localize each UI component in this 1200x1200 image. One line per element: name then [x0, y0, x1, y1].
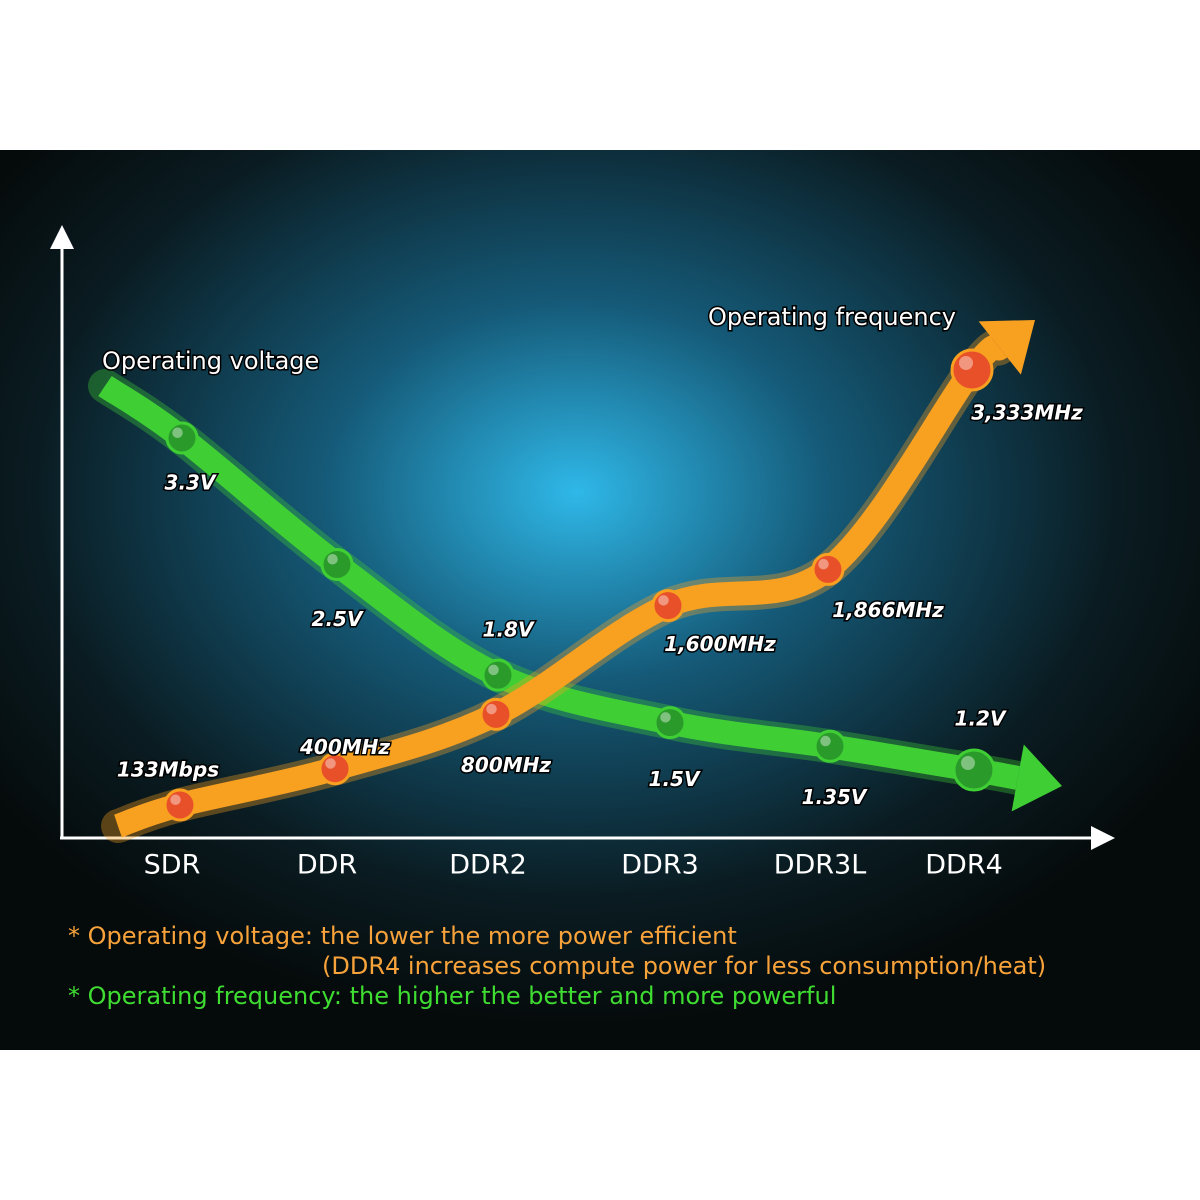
x-tick-label: DDR2 [449, 850, 527, 881]
point [320, 547, 354, 581]
point-shine [488, 664, 499, 676]
series-name: Operating voltage [102, 347, 319, 375]
point [479, 697, 513, 731]
data-label: 800MHz [461, 753, 551, 777]
point-shine [818, 558, 829, 570]
data-label: 3.3V [165, 471, 217, 495]
x-tick-label: DDR [297, 850, 357, 881]
x-tick-label: DDR3L [774, 850, 867, 881]
point-shine [325, 758, 336, 769]
series-name: Operating frequency [708, 303, 956, 331]
point [318, 752, 352, 786]
point [950, 348, 994, 392]
point [651, 589, 685, 623]
point [813, 729, 847, 763]
point-shine [658, 595, 669, 606]
data-label: 1.2V [955, 707, 1007, 731]
point [952, 748, 996, 792]
data-label: 1.8V [483, 618, 535, 642]
arrow-head [1011, 744, 1062, 812]
background [0, 150, 1200, 1050]
point-shine [959, 356, 973, 370]
line [113, 334, 1011, 838]
x-tick-label: DDR3 [621, 850, 699, 881]
data-label: 1,866MHz [832, 598, 944, 622]
series-1: 133Mbps 400MHz 800MHz 1,600MHz 1,866MHz 3,333… [101, 320, 1085, 843]
data-label: 400MHz [299, 735, 390, 759]
point [165, 421, 199, 455]
point [811, 552, 845, 586]
data-label: 3,333MHz [971, 401, 1083, 425]
point-shine [170, 794, 181, 805]
point-shine [820, 735, 831, 747]
point [653, 706, 687, 740]
note: * Operating voltage: the lower the more … [68, 922, 737, 950]
point-shine [172, 427, 183, 438]
data-label: 1.5V [649, 767, 701, 791]
note: (DDR4 increases compute power for less c… [322, 952, 1046, 980]
point [163, 788, 197, 822]
data-label: 133Mbps [117, 758, 219, 782]
point-shine [961, 756, 975, 770]
arrow-head [978, 320, 1035, 375]
point [481, 658, 515, 692]
data-label: 2.5V [312, 607, 364, 631]
note: * Operating frequency: the higher the be… [68, 982, 836, 1010]
data-label: 1.35V [802, 785, 868, 809]
point-shine [486, 703, 497, 715]
point-shine [660, 712, 671, 723]
point-shine [327, 553, 338, 565]
x-tick-label: DDR4 [925, 850, 1003, 881]
x-tick-label: SDR [144, 850, 201, 881]
data-label: 1,600MHz [664, 632, 776, 656]
